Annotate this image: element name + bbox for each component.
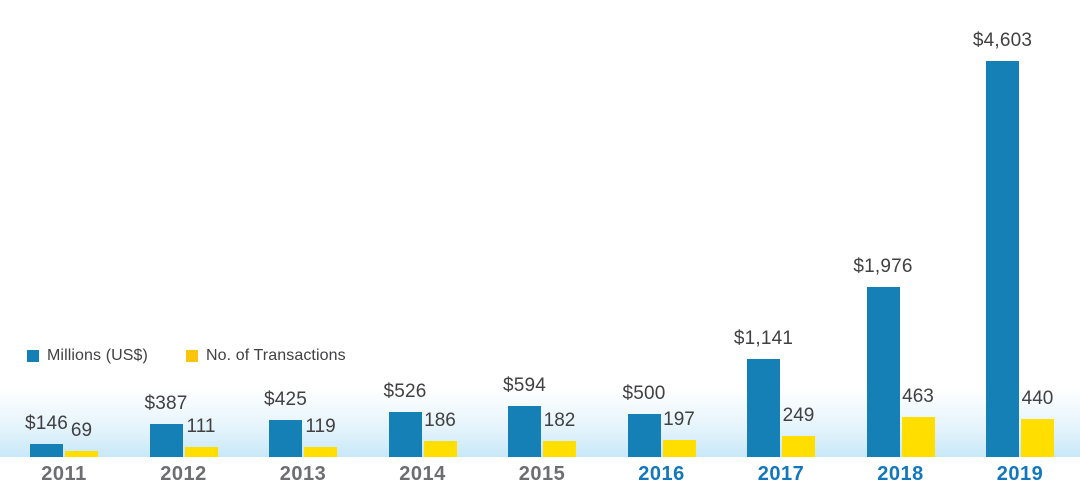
value-label: $594 bbox=[502, 375, 547, 396]
value-label: $526 bbox=[383, 381, 427, 402]
value-bar bbox=[149, 424, 183, 457]
count-bar bbox=[782, 436, 815, 457]
count-bar bbox=[662, 440, 696, 457]
count-bar bbox=[184, 447, 218, 457]
value-label: $425 bbox=[263, 389, 308, 410]
value-bar bbox=[508, 406, 541, 457]
year-label: 2014 bbox=[399, 463, 446, 485]
value-bar bbox=[388, 412, 422, 457]
count-label: 69 bbox=[70, 420, 93, 441]
legend-swatch-yellow-icon bbox=[185, 350, 198, 362]
year-label: 2018 bbox=[877, 463, 924, 485]
count-bar bbox=[423, 441, 457, 457]
legend-label-millions: Millions (US$) bbox=[47, 347, 148, 364]
year-label: 2016 bbox=[638, 463, 685, 485]
value-bar bbox=[269, 420, 302, 457]
count-label: 119 bbox=[305, 416, 336, 437]
value-bar bbox=[986, 61, 1019, 457]
value-bar bbox=[30, 444, 63, 457]
legend-item-millions: Millions (US$) bbox=[27, 347, 148, 365]
legend-swatch-blue-icon bbox=[27, 350, 39, 362]
value-label: $500 bbox=[622, 383, 666, 404]
value-label: $387 bbox=[144, 393, 188, 414]
count-bar bbox=[65, 451, 98, 457]
value-bar bbox=[866, 287, 900, 457]
value-label: $146 bbox=[24, 413, 69, 434]
count-label: 186 bbox=[424, 410, 456, 431]
chart-legend: Millions (US$) No. of Transactions bbox=[27, 347, 346, 365]
year-label: 2013 bbox=[279, 463, 327, 485]
count-label: 197 bbox=[663, 409, 695, 430]
value-label: $1,976 bbox=[853, 256, 913, 277]
value-label: $4,603 bbox=[972, 30, 1033, 51]
count-bar bbox=[304, 447, 337, 457]
year-label: 2012 bbox=[160, 463, 207, 485]
value-bar bbox=[747, 359, 780, 457]
count-label: 463 bbox=[902, 386, 934, 407]
count-label: 111 bbox=[186, 416, 216, 437]
count-label: 182 bbox=[543, 410, 576, 431]
value-label: $1,141 bbox=[733, 328, 794, 349]
year-label: 2017 bbox=[757, 463, 805, 485]
count-bar bbox=[543, 441, 576, 457]
count-label: 440 bbox=[1021, 388, 1054, 409]
year-label: 2015 bbox=[518, 463, 566, 485]
count-label: 249 bbox=[782, 405, 815, 426]
year-label: 2019 bbox=[996, 463, 1044, 485]
count-bar bbox=[901, 417, 935, 457]
legend-item-transactions: No. of Transactions bbox=[185, 347, 346, 365]
year-label: 2011 bbox=[41, 463, 87, 485]
value-bar bbox=[627, 414, 661, 457]
count-bar bbox=[1021, 419, 1054, 457]
legend-label-transactions: No. of Transactions bbox=[205, 347, 346, 364]
